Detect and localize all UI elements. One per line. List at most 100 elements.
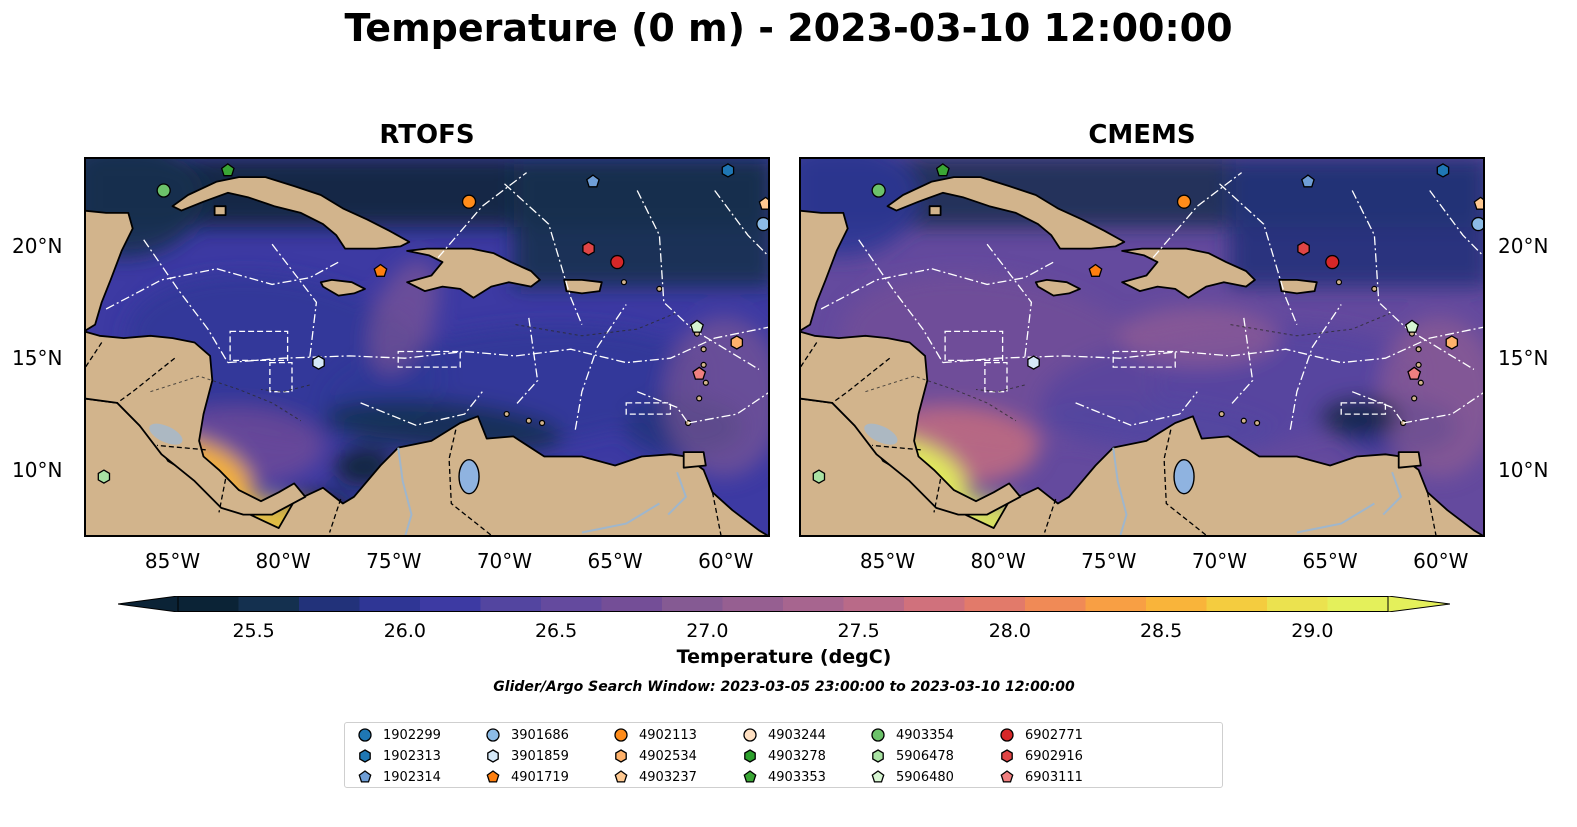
float-marker-4901719 — [486, 770, 500, 783]
colorbar-segment — [1267, 596, 1328, 612]
land-puertoRico — [1278, 279, 1318, 295]
legend-label: 1902314 — [383, 769, 441, 785]
legend-item: 6903111 — [999, 767, 1083, 787]
legend-label: 4903237 — [639, 769, 697, 785]
colorbar-tick-label: 29.0 — [1291, 620, 1334, 642]
colorbar-tick-label: 27.0 — [686, 620, 729, 642]
land-cuba — [171, 176, 411, 250]
search-window-text: Glider/Argo Search Window: 2023-03-05 23… — [493, 679, 1075, 695]
land-yucatan — [801, 209, 849, 332]
land-isleJuventud — [928, 205, 942, 216]
colorbar-segment — [359, 596, 421, 612]
colorbar-tick-label: 26.5 — [534, 620, 578, 642]
panel-title-rtofs: RTOFS — [379, 120, 475, 150]
float-legend: 1902299 1902313 1902314 3901686 3901859 49017… — [344, 722, 1223, 788]
lon-tick-label: 75°W — [366, 549, 422, 573]
legend-label: 4902534 — [639, 748, 697, 764]
float-marker-5906480 — [871, 770, 885, 783]
float-marker-4903354 — [871, 728, 885, 742]
legend-label: 4903278 — [768, 748, 826, 764]
legend-label: 6902916 — [1025, 748, 1083, 764]
lon-tick-label: 65°W — [1302, 549, 1358, 573]
land-jamaica — [319, 279, 366, 297]
legend-label: 6903111 — [1025, 769, 1083, 785]
float-marker-1902314 — [358, 770, 372, 783]
legend-label: 1902313 — [383, 748, 441, 764]
colorbar-tick-label: 28.5 — [1139, 620, 1183, 642]
lon-tick-label: 85°W — [859, 549, 916, 573]
land-hispaniola — [406, 247, 541, 299]
colorbar-tick-label: 27.5 — [837, 620, 880, 642]
float-marker-6902771 — [1000, 728, 1014, 742]
lat-tick-label-left: 10°N — [12, 457, 63, 482]
legend-label: 4902113 — [639, 727, 697, 743]
float-marker-5906480 — [690, 319, 704, 333]
legend-item: 4901719 — [485, 767, 569, 787]
legend-item: 6902916 — [999, 746, 1083, 766]
figure-title: Temperature (0 m) - 2023-03-10 12:00:00 — [344, 6, 1233, 50]
legend-item: 1902314 — [357, 767, 441, 787]
legend-item: 4902534 — [613, 746, 697, 766]
float-marker-4903244 — [743, 728, 757, 742]
legend-item: 4903353 — [742, 767, 826, 787]
legend-label: 4901719 — [511, 769, 569, 785]
float-marker-4903237 — [758, 196, 768, 210]
legend-label: 6902771 — [1025, 727, 1083, 743]
lat-tick-label-right: 20°N — [1498, 234, 1549, 259]
colorbar-segment — [1206, 596, 1268, 612]
lon-tick-label: 70°W — [1191, 549, 1248, 573]
colorbar-segment — [601, 596, 663, 612]
float-marker-4903237 — [614, 770, 628, 783]
float-marker-3901859 — [1027, 355, 1040, 370]
float-marker-6902916 — [1297, 241, 1310, 256]
colorbar-segment — [238, 596, 300, 612]
land-cuba — [886, 176, 1126, 250]
lake-maracaibo — [458, 458, 480, 495]
legend-label: 5906480 — [896, 769, 954, 785]
lon-tick-label: 75°W — [1081, 549, 1137, 573]
colorbar-segment — [843, 596, 905, 612]
lon-tick-label: 65°W — [587, 549, 643, 573]
float-marker-1902314 — [1301, 174, 1315, 188]
lat-tick-label-right: 10°N — [1498, 457, 1549, 482]
lon-tick-label: 60°W — [698, 549, 754, 573]
land-centralAmerica — [86, 331, 307, 516]
legend-item: 3901859 — [485, 746, 569, 766]
lat-tick-label-left: 20°N — [12, 234, 63, 259]
float-marker-5906480 — [1405, 319, 1419, 333]
colorbar-segment — [299, 596, 360, 612]
float-marker-6902916 — [582, 241, 595, 256]
land-yucatan — [86, 209, 134, 332]
legend-item: 3901686 — [485, 725, 569, 745]
land-trinidad — [1397, 451, 1422, 469]
float-marker-4901719 — [1088, 263, 1103, 277]
float-marker-6902771 — [610, 254, 625, 270]
float-marker-3901686 — [486, 728, 500, 742]
lon-tick-label: 85°W — [144, 549, 201, 573]
legend-item: 4903237 — [613, 767, 697, 787]
float-marker-4903353 — [220, 163, 235, 177]
float-marker-4903354 — [871, 183, 886, 198]
colorbar-segment — [480, 596, 542, 612]
float-marker-4903278 — [744, 749, 756, 763]
legend-item: 6902771 — [999, 725, 1083, 745]
colorbar-tick-label: 28.0 — [988, 620, 1032, 642]
float-marker-3901859 — [312, 355, 325, 370]
cmems-map — [799, 157, 1485, 537]
legend-item: 5906478 — [870, 746, 954, 766]
float-marker-4902113 — [1176, 194, 1192, 209]
colorbar-segment — [904, 596, 965, 612]
float-marker-1902299 — [358, 728, 372, 742]
legend-item: 4903278 — [742, 746, 826, 766]
legend-label: 4903354 — [896, 727, 954, 743]
colorbar-segment — [420, 596, 481, 612]
legend-item: 4902113 — [613, 725, 697, 745]
float-marker-4902113 — [461, 194, 477, 209]
colorbar-segment — [1085, 596, 1147, 612]
legend-item: 4903244 — [742, 725, 826, 745]
colorbar-segment — [1146, 596, 1207, 612]
float-marker-1902313 — [359, 749, 371, 763]
float-marker-5906478 — [872, 749, 884, 763]
lon-tick-label: 80°W — [255, 549, 311, 573]
legend-item: 1902313 — [357, 746, 441, 766]
